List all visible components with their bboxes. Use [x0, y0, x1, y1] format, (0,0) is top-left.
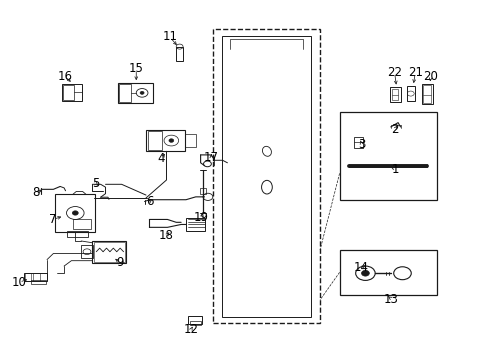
Bar [199, 188, 206, 194]
Text: 10: 10 [12, 276, 27, 289]
Text: 21: 21 [407, 66, 422, 79]
Bar [55, 194, 95, 232]
Text: 2: 2 [390, 123, 398, 136]
Bar [63, 85, 74, 100]
Bar [31, 280, 45, 284]
Bar [185, 218, 205, 231]
Text: 17: 17 [203, 151, 219, 164]
Bar [391, 89, 397, 100]
Circle shape [168, 139, 173, 142]
Bar [406, 86, 414, 101]
Bar [176, 46, 183, 61]
Bar [118, 83, 153, 103]
Text: 20: 20 [423, 69, 437, 82]
Text: 16: 16 [58, 69, 73, 82]
Bar [188, 316, 202, 324]
Circle shape [140, 91, 144, 94]
Text: 7: 7 [49, 213, 57, 226]
Bar [423, 85, 430, 103]
Text: 9: 9 [116, 256, 123, 269]
Bar [184, 134, 195, 147]
Text: 14: 14 [353, 261, 368, 274]
Bar [25, 273, 31, 281]
Circle shape [361, 270, 368, 276]
Bar [212, 30, 320, 323]
Text: 6: 6 [145, 195, 153, 208]
Text: 22: 22 [386, 66, 401, 79]
Bar [66, 231, 88, 237]
Text: 18: 18 [159, 229, 174, 242]
Bar [146, 130, 184, 151]
Bar [81, 245, 93, 258]
Bar [23, 273, 47, 281]
Text: 19: 19 [194, 211, 209, 224]
Bar [421, 84, 432, 104]
Text: 15: 15 [128, 62, 143, 75]
Bar [73, 220, 91, 229]
Bar [221, 36, 311, 317]
Bar [92, 241, 126, 263]
Circle shape [72, 211, 78, 215]
Bar [389, 87, 400, 102]
Bar [189, 320, 200, 325]
Text: 4: 4 [158, 152, 165, 165]
Bar [119, 84, 131, 102]
Bar [33, 273, 40, 281]
Text: 5: 5 [92, 177, 99, 190]
Bar [61, 84, 82, 101]
Bar [148, 131, 161, 150]
Bar [339, 250, 436, 295]
Bar [353, 137, 363, 148]
Text: 3: 3 [357, 138, 365, 150]
Text: 13: 13 [383, 293, 397, 306]
Text: 8: 8 [32, 186, 40, 199]
Text: 11: 11 [163, 30, 178, 43]
Text: 1: 1 [391, 163, 399, 176]
Bar [94, 242, 125, 262]
Text: 12: 12 [183, 323, 198, 336]
Bar [339, 112, 436, 200]
